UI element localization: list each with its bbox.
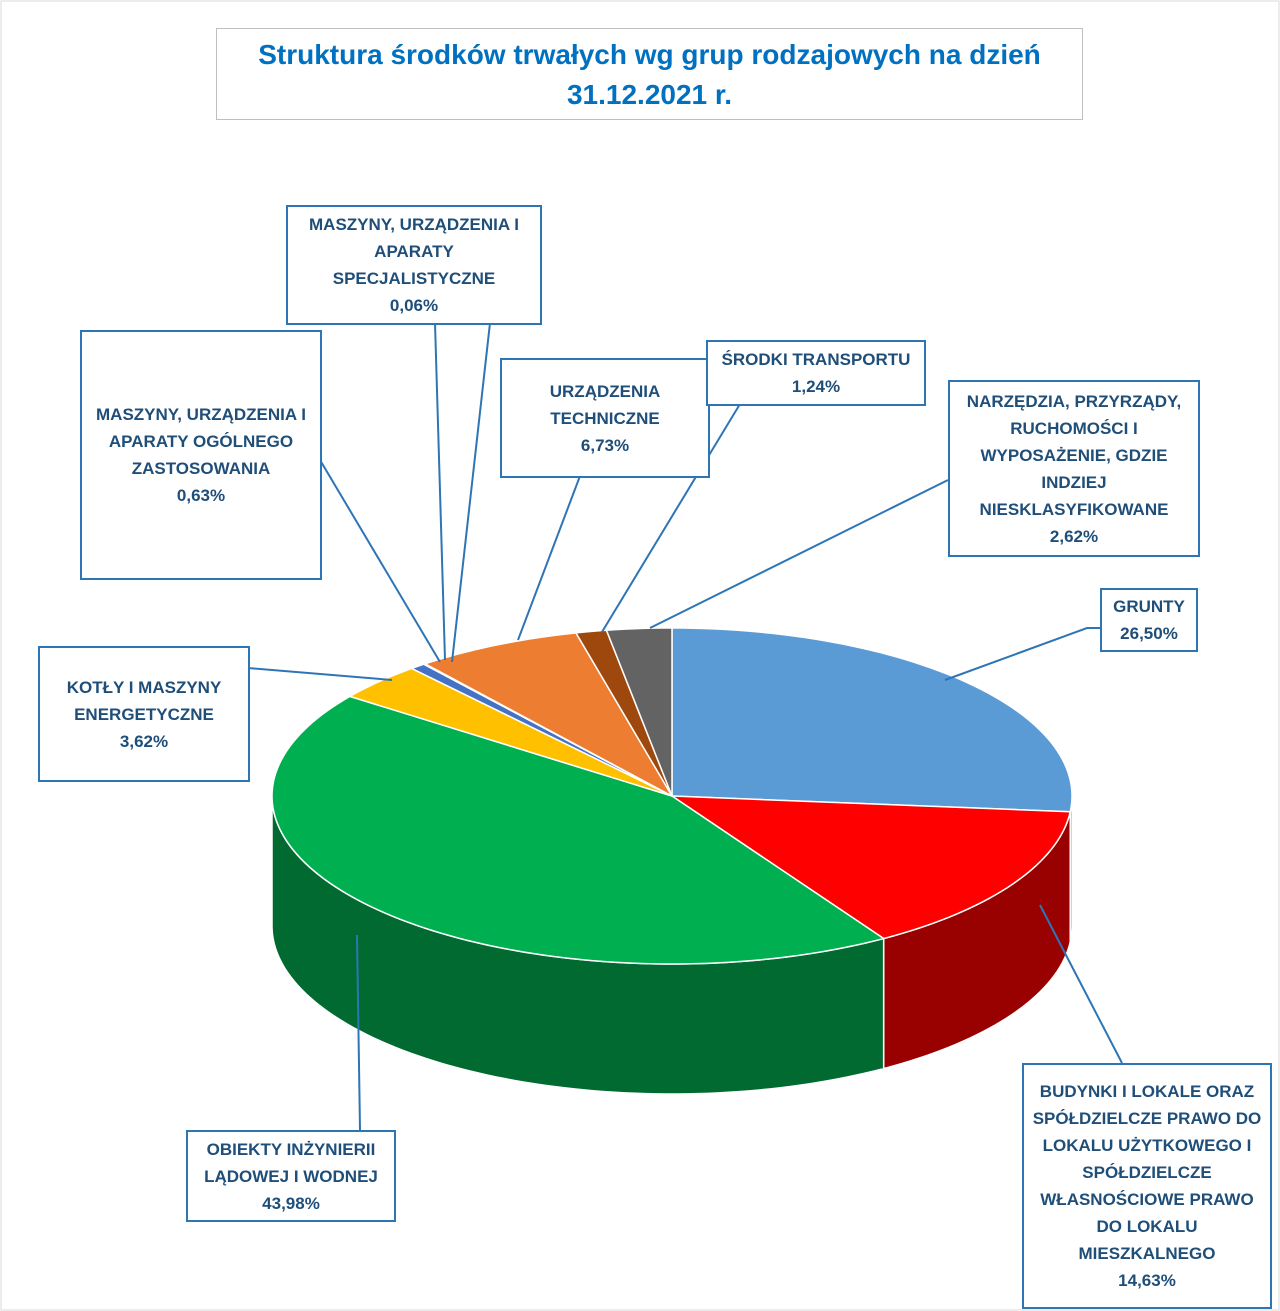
value-label: 3,62%	[119, 731, 169, 751]
value-label: 1,24%	[791, 377, 841, 396]
value-label: 0,06%	[389, 296, 439, 315]
leader-line	[1039, 904, 1123, 1064]
slice	[423, 632, 675, 798]
value-label: 14,63%	[1118, 1271, 1176, 1290]
leader-lines	[247, 322, 1123, 1131]
data-label: MASZYNY, URZĄDZENIA I APARATY SPECJALIST…	[286, 205, 542, 325]
leader-line	[517, 475, 581, 641]
category: URZĄDZENIA TECHNICZNE	[549, 381, 661, 428]
slice	[671, 627, 1073, 813]
value-label: 0,63%	[176, 486, 226, 505]
category: GRUNTY	[1113, 597, 1185, 616]
value-label: 2,62%	[1049, 526, 1099, 546]
data-label: OBIEKTY INŻYNIERII LĄDOWEJ I WODNEJ 43,98…	[186, 1130, 396, 1222]
leader-line	[247, 667, 393, 681]
chart-title: Struktura środków trwałych wg grup rodza…	[216, 28, 1083, 120]
category: OBIEKTY INŻYNIERII LĄDOWEJ I WODNEJ	[204, 1139, 378, 1186]
leader-line	[319, 459, 441, 663]
data-label: KOTŁY I MASZYNY ENERGETYCZNE 3,62%	[38, 646, 250, 782]
slice	[271, 695, 886, 965]
leader-line	[451, 322, 491, 663]
leader-line	[649, 479, 949, 629]
slice	[669, 795, 1072, 940]
value-label: 26,50%	[1120, 624, 1178, 643]
leader-line	[356, 934, 361, 1131]
slice	[347, 667, 673, 797]
category: NARZĘDZIA, PRZYRZĄDY, RUCHOMOŚCI I WYPOS…	[966, 391, 1182, 519]
data-label: GRUNTY 26,50%	[1100, 588, 1198, 652]
data-label: ŚRODKI TRANSPORTU 1,24%	[706, 340, 926, 406]
data-label: URZĄDZENIA TECHNICZNE 6,73%	[500, 358, 710, 478]
pie	[271, 627, 1073, 1095]
leader-line	[944, 627, 1100, 681]
value-label: 43,98%	[262, 1193, 320, 1213]
category: KOTŁY I MASZYNY ENERGETYCZNE	[66, 677, 222, 724]
data-label: BUDYNKI I LOKALE ORAZ SPÓŁDZIELCZE PRAWO…	[1022, 1063, 1272, 1309]
category: ŚRODKI TRANSPORTU	[721, 350, 911, 369]
value-label: 6,73%	[580, 435, 630, 455]
category: MASZYNY, URZĄDZENIA I APARATY SPECJALIST…	[309, 215, 519, 288]
leader-line	[434, 322, 446, 661]
leader-line	[601, 403, 741, 633]
data-label: MASZYNY, URZĄDZENIA I APARATY OGÓLNEGO Z…	[80, 330, 322, 580]
slice	[605, 627, 673, 797]
category: BUDYNKI I LOKALE ORAZ SPÓŁDZIELCZE PRAWO…	[1032, 1082, 1262, 1263]
data-label: NARZĘDZIA, PRZYRZĄDY, RUCHOMOŚCI I WYPOS…	[948, 380, 1200, 557]
category: MASZYNY, URZĄDZENIA I APARATY OGÓLNEGO Z…	[96, 405, 306, 478]
